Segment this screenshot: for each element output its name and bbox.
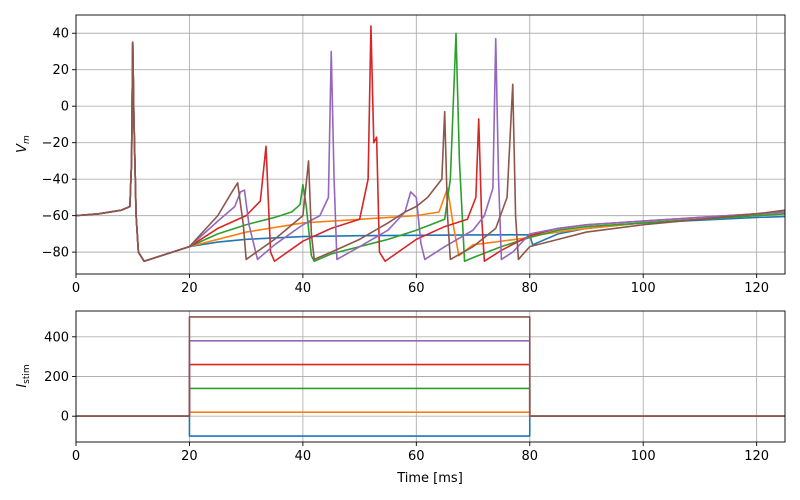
voltage-ticks: 0 20 40 60 80 100 120 −80 −60 −40 −20 0 20 40 — [42, 27, 769, 296]
x-tick-label: 40 — [295, 449, 312, 464]
plot-area — [76, 316, 785, 437]
plot-area — [76, 25, 785, 263]
current-ticks: 0 20 40 60 80 100 120 0 200 400 — [44, 330, 769, 464]
voltage-panel: 0 20 40 60 80 100 120 −80 −60 −40 −20 0 20 40 Vm — [15, 14, 786, 296]
voltage-y-axis-label: Vm — [15, 135, 32, 153]
series-line-6 — [76, 41, 785, 263]
y-tick-label: −60 — [42, 209, 69, 224]
y-tick-label: 0 — [61, 100, 69, 115]
y-tick-label: −20 — [42, 136, 69, 151]
y-tick-label: 400 — [44, 330, 69, 345]
y-tick-label: 20 — [52, 63, 69, 78]
y-tick-label: 0 — [61, 410, 69, 425]
voltage-grid — [75, 15, 785, 274]
x-tick-label: 0 — [72, 281, 80, 296]
x-tick-label: 60 — [408, 281, 425, 296]
x-tick-label: 20 — [181, 281, 198, 296]
y-tick-label: −40 — [42, 173, 69, 188]
y-tick-label: 200 — [44, 370, 69, 385]
x-tick-label: 100 — [631, 449, 656, 464]
x-tick-label: 80 — [521, 281, 538, 296]
voltage-axes-frame — [75, 14, 786, 275]
x-tick-label: 40 — [295, 281, 312, 296]
x-tick-label: 80 — [521, 449, 538, 464]
x-tick-label: 120 — [744, 281, 769, 296]
y-tick-label: −80 — [42, 246, 69, 261]
x-tick-label: 100 — [631, 281, 656, 296]
x-tick-label: 0 — [72, 449, 80, 464]
y-tick-label: 40 — [52, 27, 69, 42]
voltage-series — [76, 25, 785, 263]
x-tick-label: 120 — [744, 449, 769, 464]
series-line-6 — [76, 316, 785, 417]
current-series — [76, 316, 785, 437]
current-panel: 0 20 40 60 80 100 120 0 200 400 Istim Time [ms] — [15, 310, 786, 486]
current-y-axis-label: Istim — [15, 364, 32, 387]
x-tick-label: 20 — [181, 449, 198, 464]
x-tick-label: 60 — [408, 449, 425, 464]
time-x-axis-label: Time [ms] — [396, 471, 463, 486]
